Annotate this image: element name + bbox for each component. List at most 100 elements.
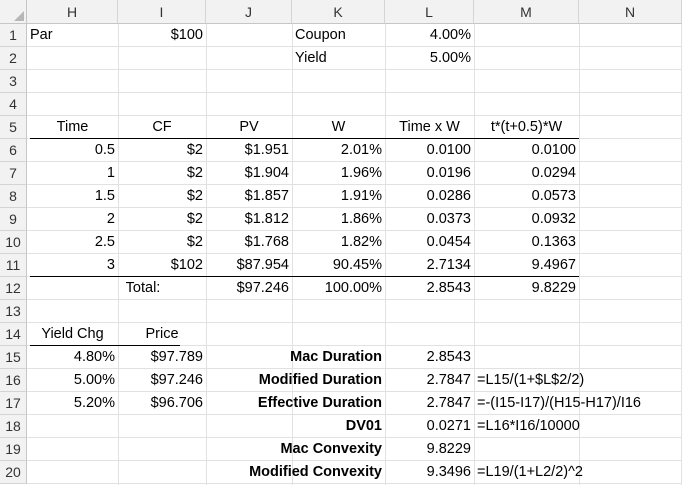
par-value[interactable]: $100: [170, 27, 203, 43]
row-header[interactable]: 15: [0, 346, 27, 369]
header-time[interactable]: Time: [56, 119, 89, 135]
table-cell[interactable]: 90.45%: [332, 257, 382, 273]
table-cell[interactable]: $1.904: [244, 165, 289, 181]
table-cell[interactable]: $2: [186, 142, 203, 158]
row-header[interactable]: 11: [0, 254, 27, 277]
row-header[interactable]: 13: [0, 300, 27, 323]
select-all-corner[interactable]: [0, 0, 27, 24]
row-header[interactable]: 16: [0, 369, 27, 392]
price-cell[interactable]: $97.246: [150, 372, 203, 388]
row-header[interactable]: 7: [0, 162, 27, 185]
table-cell[interactable]: 1.82%: [340, 234, 382, 250]
table-cell[interactable]: 0.0932: [531, 211, 576, 227]
yield-cell[interactable]: 5.00%: [73, 372, 115, 388]
header-price[interactable]: Price: [145, 326, 179, 342]
header-convexity-term[interactable]: t*(t+0.5)*W: [490, 119, 563, 135]
metric-label[interactable]: Mac Duration: [290, 349, 382, 365]
table-cell[interactable]: 1: [106, 165, 115, 181]
yield-value[interactable]: 5.00%: [429, 50, 471, 66]
row-header[interactable]: 14: [0, 323, 27, 346]
metric-label[interactable]: DV01: [345, 418, 382, 434]
row-header[interactable]: 8: [0, 185, 27, 208]
header-w[interactable]: W: [331, 119, 346, 135]
metric-label[interactable]: Effective Duration: [257, 395, 382, 411]
metric-label[interactable]: Modified Duration: [258, 372, 382, 388]
metric-label[interactable]: Mac Convexity: [280, 441, 382, 457]
formula-text[interactable]: =-(I15-I17)/(H15-H17)/I16: [477, 395, 641, 411]
metric-value[interactable]: 2.8543: [426, 349, 471, 365]
metric-value[interactable]: 2.7847: [426, 372, 471, 388]
metric-value[interactable]: 9.3496: [426, 464, 471, 480]
yield-cell[interactable]: 4.80%: [73, 349, 115, 365]
row-header[interactable]: 12: [0, 277, 27, 300]
total-label[interactable]: Total:: [125, 280, 161, 296]
row-header[interactable]: 9: [0, 208, 27, 231]
row-header[interactable]: 18: [0, 415, 27, 438]
price-cell[interactable]: $96.706: [150, 395, 203, 411]
metric-value[interactable]: 0.0271: [426, 418, 471, 434]
total-convexity-term[interactable]: 9.8229: [531, 280, 576, 296]
column-header-h[interactable]: H: [27, 0, 118, 24]
table-cell[interactable]: 0.0454: [426, 234, 471, 250]
formula-text[interactable]: =L16*I16/10000: [477, 418, 580, 434]
column-header-i[interactable]: I: [118, 0, 206, 24]
table-cell[interactable]: 0.5: [94, 142, 115, 158]
par-label[interactable]: Par: [30, 27, 53, 43]
header-pv[interactable]: PV: [239, 119, 259, 135]
table-cell[interactable]: 0.0373: [426, 211, 471, 227]
column-header-j[interactable]: J: [206, 0, 292, 24]
column-header-n[interactable]: N: [579, 0, 682, 24]
header-time-x-w[interactable]: Time x W: [399, 119, 460, 135]
table-cell[interactable]: 0.0286: [426, 188, 471, 204]
formula-text[interactable]: =L19/(1+L2/2)^2: [477, 464, 583, 480]
table-cell[interactable]: 1.5: [94, 188, 115, 204]
table-cell[interactable]: 0.0100: [531, 142, 576, 158]
row-header[interactable]: 4: [0, 93, 27, 116]
table-cell[interactable]: 3: [106, 257, 115, 273]
table-cell[interactable]: 2: [106, 211, 115, 227]
table-cell[interactable]: 0.1363: [531, 234, 576, 250]
total-time-x-w[interactable]: 2.8543: [426, 280, 471, 296]
table-cell[interactable]: 1.91%: [340, 188, 382, 204]
metric-label[interactable]: Modified Convexity: [249, 464, 382, 480]
column-header-m[interactable]: M: [474, 0, 579, 24]
column-header-k[interactable]: K: [292, 0, 385, 24]
table-cell[interactable]: 1.86%: [340, 211, 382, 227]
column-header-l[interactable]: L: [385, 0, 474, 24]
row-header[interactable]: 5: [0, 116, 27, 139]
table-cell[interactable]: 1.96%: [340, 165, 382, 181]
coupon-value[interactable]: 4.00%: [429, 27, 471, 43]
table-cell[interactable]: $2: [186, 165, 203, 181]
table-cell[interactable]: 9.4967: [531, 257, 576, 273]
header-cf[interactable]: CF: [152, 119, 172, 135]
table-cell[interactable]: $1.951: [244, 142, 289, 158]
total-w[interactable]: 100.00%: [324, 280, 382, 296]
table-cell[interactable]: $1.812: [244, 211, 289, 227]
row-header[interactable]: 20: [0, 461, 27, 484]
row-header[interactable]: 10: [0, 231, 27, 254]
row-header[interactable]: 2: [0, 47, 27, 70]
table-cell[interactable]: 0.0294: [531, 165, 576, 181]
table-cell[interactable]: $2: [186, 234, 203, 250]
table-cell[interactable]: 2.5: [94, 234, 115, 250]
table-cell[interactable]: $1.768: [244, 234, 289, 250]
metric-value[interactable]: 9.8229: [426, 441, 471, 457]
table-cell[interactable]: $102: [170, 257, 203, 273]
row-header[interactable]: 6: [0, 139, 27, 162]
price-cell[interactable]: $97.789: [150, 349, 203, 365]
row-header[interactable]: 19: [0, 438, 27, 461]
formula-text[interactable]: =L15/(1+$L$2/2): [477, 372, 585, 388]
row-header[interactable]: 1: [0, 24, 27, 47]
yield-label[interactable]: Yield: [295, 50, 327, 66]
coupon-label[interactable]: Coupon: [295, 27, 346, 43]
table-cell[interactable]: 0.0100: [426, 142, 471, 158]
row-header[interactable]: 17: [0, 392, 27, 415]
table-cell[interactable]: 0.0196: [426, 165, 471, 181]
table-cell[interactable]: $2: [186, 188, 203, 204]
yield-cell[interactable]: 5.20%: [73, 395, 115, 411]
metric-value[interactable]: 2.7847: [426, 395, 471, 411]
table-cell[interactable]: $2: [186, 211, 203, 227]
table-cell[interactable]: $1.857: [244, 188, 289, 204]
row-header[interactable]: 3: [0, 70, 27, 93]
table-cell[interactable]: 0.0573: [531, 188, 576, 204]
